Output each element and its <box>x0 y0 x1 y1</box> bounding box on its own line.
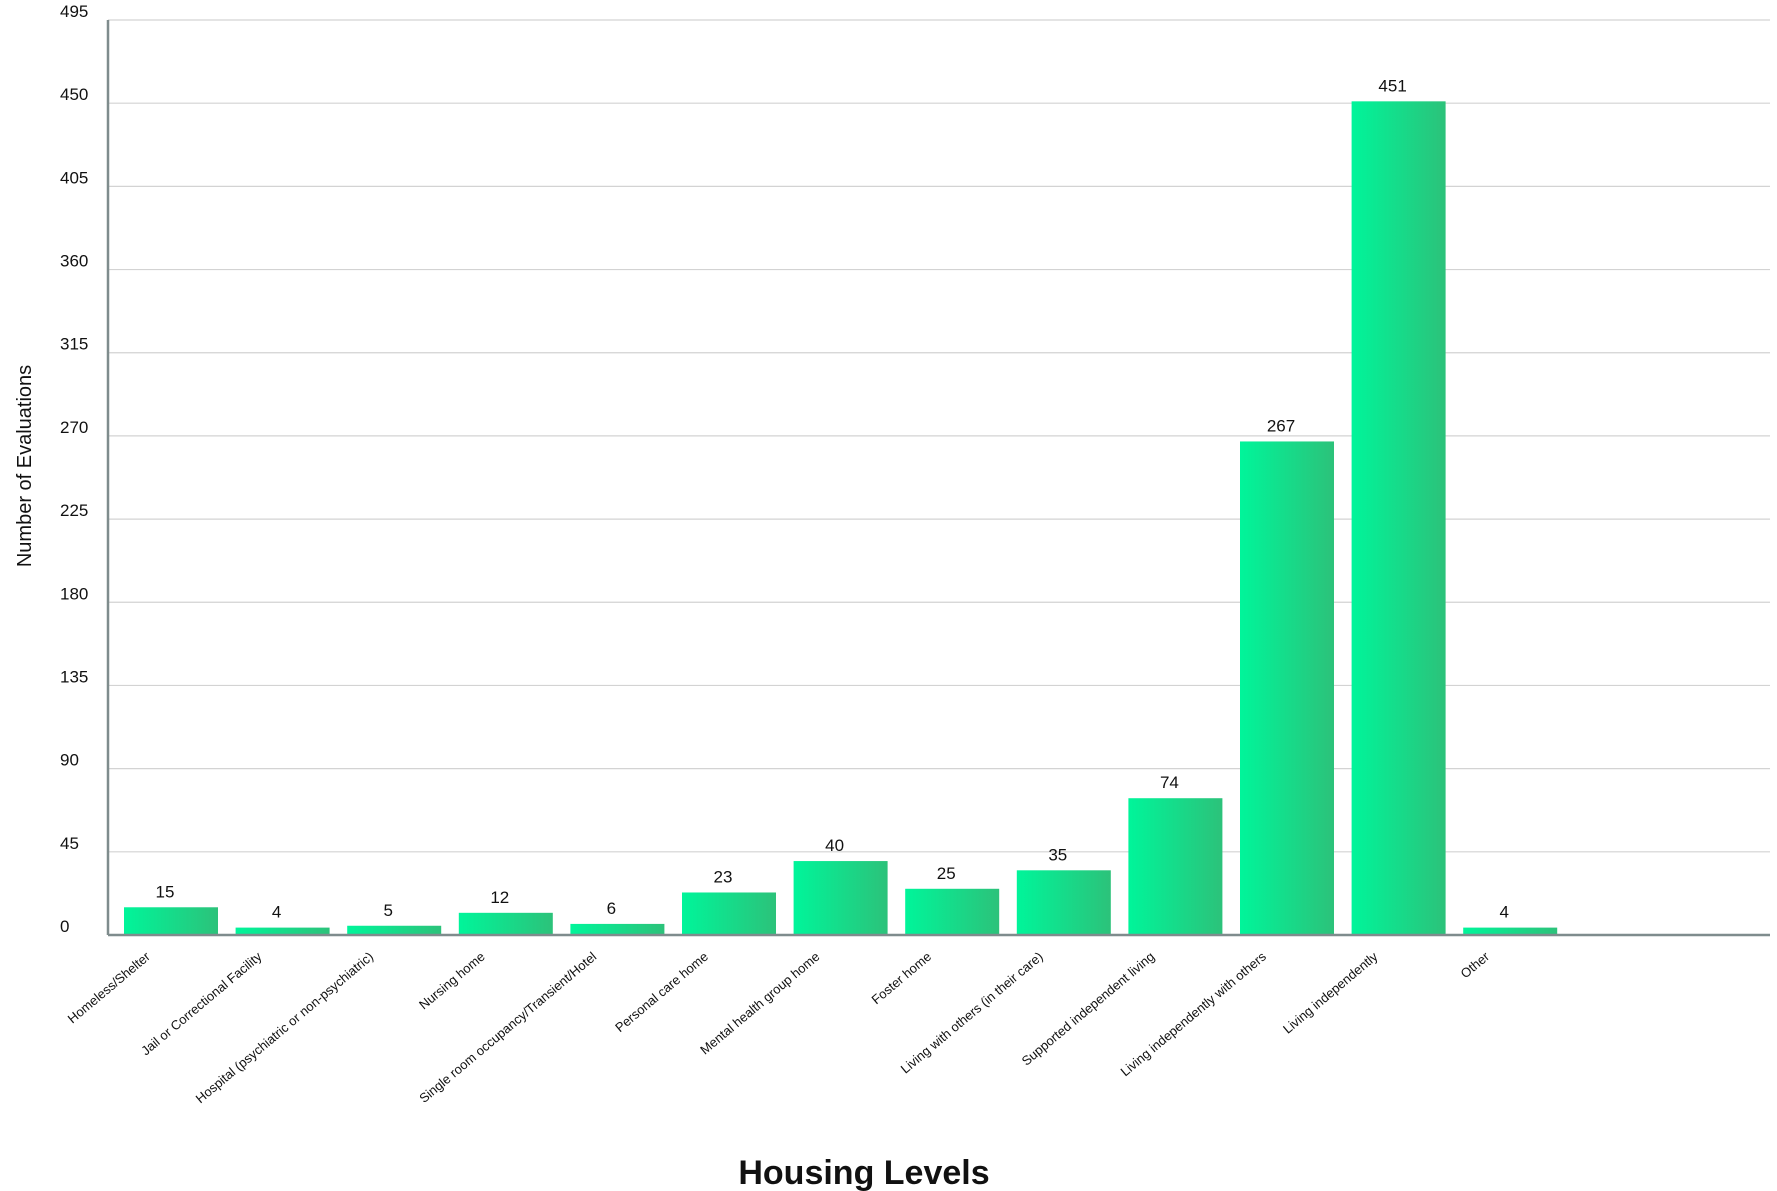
y-tick-label: 45 <box>60 834 79 853</box>
category-label: Personal care home <box>612 949 711 1035</box>
y-tick-label: 180 <box>60 584 88 603</box>
bar <box>682 892 776 935</box>
bar <box>458 912 553 935</box>
bar <box>347 925 442 935</box>
y-tick-label: 270 <box>60 418 88 437</box>
data-label: 6 <box>607 899 616 918</box>
data-label: 35 <box>1048 845 1067 864</box>
data-label: 25 <box>937 864 956 883</box>
y-tick-labels: 0 45 90 135 180 225 270 315 360 405 450 495 <box>60 2 88 936</box>
bar <box>905 888 1000 935</box>
data-label: 267 <box>1267 416 1295 435</box>
data-label: 4 <box>272 903 281 922</box>
bar <box>124 907 218 935</box>
category-label: Mental health group home <box>697 949 822 1058</box>
bar <box>570 923 665 935</box>
y-tick-label: 450 <box>60 85 88 104</box>
y-tick-label: 315 <box>60 335 88 354</box>
data-label: 15 <box>156 882 175 901</box>
category-label: Hospital (psychiatric or non-psychiatric… <box>193 949 376 1106</box>
category-label: Jail or Correctional Facility <box>138 948 265 1058</box>
category-label: Homeless/Shelter <box>65 948 154 1026</box>
data-label: 74 <box>1160 773 1179 792</box>
bar <box>1463 927 1558 935</box>
axes <box>106 20 1770 937</box>
data-label: 451 <box>1378 76 1406 95</box>
x-axis-title: Housing Levels <box>738 1154 989 1191</box>
bar <box>1016 870 1111 935</box>
y-tick-label: 405 <box>60 168 88 187</box>
y-tick-label: 225 <box>60 501 88 520</box>
category-label: Nursing home <box>416 949 488 1013</box>
bar <box>1240 441 1334 935</box>
bar <box>1351 101 1446 936</box>
y-tick-label: 135 <box>60 667 88 686</box>
bar <box>1128 798 1223 935</box>
y-tick-label: 495 <box>60 2 88 21</box>
data-label: 5 <box>383 901 392 920</box>
y-axis-title: Number of Evaluations <box>14 365 36 567</box>
gridlines <box>108 19 1770 853</box>
data-label: 12 <box>490 888 509 907</box>
data-label: 4 <box>1499 903 1508 922</box>
data-label: 23 <box>714 867 733 886</box>
bars <box>124 101 1558 936</box>
data-label: 40 <box>825 836 844 855</box>
bar <box>235 927 330 935</box>
data-labels: 15 4 5 12 6 23 40 25 35 74 267 451 4 <box>156 76 1509 921</box>
y-tick-label: 360 <box>60 252 88 271</box>
y-tick-label: 90 <box>60 751 79 770</box>
category-label: Single room occupancy/Transient/Hotel <box>416 949 599 1106</box>
category-label: Other <box>1458 948 1493 981</box>
bar <box>793 861 888 935</box>
category-label: Living independently <box>1280 948 1381 1036</box>
y-tick-label: 0 <box>60 917 69 936</box>
category-label: Foster home <box>869 949 935 1007</box>
